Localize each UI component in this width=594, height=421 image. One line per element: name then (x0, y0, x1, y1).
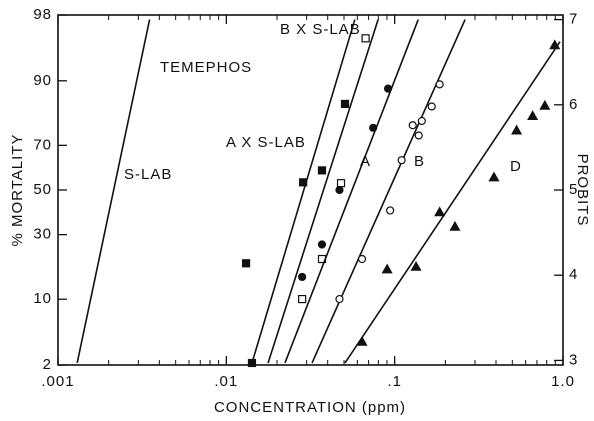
marker-circle (317, 240, 327, 249)
marker-circle (386, 206, 395, 215)
marker-square (298, 294, 307, 304)
marker-triangle (488, 171, 500, 182)
y-axis-label: % MORTALITY (9, 134, 26, 247)
fit-line (284, 19, 419, 364)
y-tick-label: 50 (33, 181, 52, 198)
chart-title: TEMEPHOS (160, 59, 252, 76)
series-label: B X S-LAB (280, 21, 361, 38)
marker-square (299, 178, 308, 187)
marker-triangle (434, 206, 446, 217)
y-tick-label: 70 (33, 136, 52, 153)
marker-circle (427, 102, 436, 111)
fit-line (251, 19, 356, 364)
marker-circle (417, 116, 426, 126)
marker-square (241, 259, 251, 268)
fit-line (311, 19, 466, 364)
y-tick-label: 90 (33, 72, 52, 89)
series-label: A (360, 153, 371, 170)
plot-frame (57, 14, 564, 366)
marker-square (340, 99, 350, 109)
y2-tick-label: 7 (569, 11, 578, 28)
x-tick-label: .01 (214, 373, 238, 390)
y2-tick-label: 5 (569, 181, 578, 198)
marker-triangle (511, 124, 523, 135)
marker-triangle (539, 99, 551, 110)
x-axis-label: CONCENTRATION (ppm) (214, 399, 406, 416)
marker-square (317, 166, 327, 175)
y2-tick-label: 3 (569, 351, 578, 368)
marker-circle (397, 156, 406, 165)
y2-tick-label: 6 (569, 96, 578, 113)
y2-tick-label: 4 (569, 266, 578, 283)
series-label: B (414, 153, 425, 170)
y-tick-label: 2 (43, 356, 52, 373)
fit-line (76, 19, 151, 364)
y-tick-label: 30 (33, 226, 52, 243)
x-tick-label: .001 (41, 373, 74, 390)
fit-line (344, 41, 561, 364)
marker-circle (335, 185, 344, 195)
y-tick-label: 10 (33, 290, 52, 307)
y2-axis-label: PROBITS (574, 154, 591, 227)
x-tick-label: .1 (387, 373, 402, 390)
series-label: S-LAB (124, 166, 172, 183)
marker-square (336, 179, 346, 188)
marker-circle (383, 84, 393, 93)
marker-triangle (549, 39, 561, 50)
fit-line (267, 19, 379, 364)
marker-circle (369, 123, 378, 132)
marker-square (361, 34, 370, 43)
marker-circle (357, 254, 367, 264)
marker-triangle (449, 220, 461, 231)
marker-triangle (356, 335, 368, 346)
marker-circle (435, 80, 444, 89)
marker-circle (408, 121, 417, 130)
y-tick-label: 98 (33, 6, 52, 23)
marker-circle (414, 131, 423, 140)
marker-triangle (381, 263, 393, 274)
marker-square (247, 358, 257, 368)
marker-triangle (527, 110, 539, 120)
marker-triangle (410, 260, 422, 271)
series-label: D (510, 158, 522, 175)
series-label: A X S-LAB (226, 134, 306, 151)
marker-circle (298, 272, 307, 282)
marker-circle (335, 294, 344, 304)
x-tick-label: 1.0 (551, 373, 575, 390)
